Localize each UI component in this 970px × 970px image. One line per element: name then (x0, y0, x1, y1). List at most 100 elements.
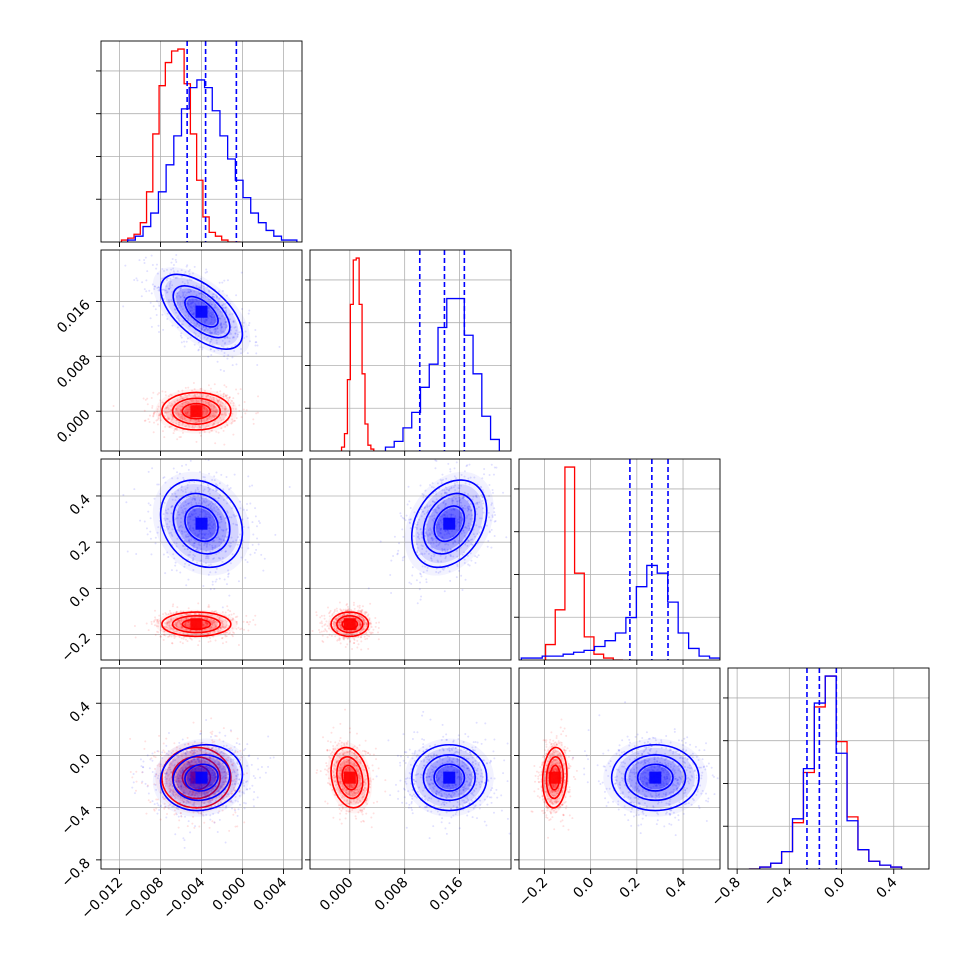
blue-sample-point (236, 335, 239, 338)
blue-sample-point (462, 529, 465, 532)
red-sample-point (209, 628, 212, 631)
red-sample-point (163, 408, 166, 411)
blue-sample-point (169, 282, 172, 285)
blue-sample-point (198, 292, 201, 295)
blue-sample-point (168, 287, 171, 290)
blue-sample-point (149, 504, 152, 507)
blue-sample-point (191, 301, 194, 304)
blue-sample-point (488, 495, 491, 498)
blue-sample-point (177, 315, 180, 318)
blue-sample-point (209, 527, 212, 530)
red-sample-point (180, 410, 183, 413)
blue-sample-point (443, 548, 446, 551)
red-sample-point (158, 614, 161, 617)
red-sample-point (320, 622, 323, 625)
blue-sample-point (179, 303, 182, 306)
red-sample-point (363, 621, 366, 624)
red-sample-point (208, 415, 211, 418)
blue-sample-point (488, 516, 491, 519)
blue-sample-point (215, 488, 218, 491)
blue-sample-point (450, 513, 453, 516)
blue-sample-point (193, 510, 196, 513)
red-sample-point (184, 412, 187, 415)
blue-sample-point (201, 550, 204, 553)
red-sample-point (193, 612, 196, 615)
blue-sample-point (453, 467, 456, 470)
blue-sample-point (199, 559, 202, 562)
blue-sample-point (228, 594, 231, 597)
red-sample-point (167, 418, 170, 421)
blue-sample-point (234, 344, 237, 347)
red-sample-point (209, 628, 212, 631)
red-sample-point (170, 635, 173, 638)
blue-sample-point (454, 524, 457, 527)
blue-sample-point (188, 553, 191, 556)
blue-sample-point (170, 512, 173, 515)
blue-sample-point (463, 558, 466, 561)
red-sample-point (186, 633, 189, 636)
red-sample-point (163, 415, 166, 418)
red-sample-point (211, 423, 214, 426)
red-sample-point (218, 403, 221, 406)
blue-sample-point (493, 520, 496, 523)
red-sample-point (370, 626, 373, 629)
blue-sample-point (209, 524, 212, 527)
blue-histogram-0 (127, 79, 298, 242)
red-sample-point (169, 626, 172, 629)
red-sample-point (358, 623, 361, 626)
blue-sample-point (389, 573, 392, 576)
blue-sample-point (187, 553, 190, 556)
blue-sample-point (164, 509, 167, 512)
red-sample-point (203, 406, 206, 409)
blue-sample-point (209, 322, 212, 325)
blue-sample-point (187, 495, 190, 498)
blue-sample-point (169, 277, 172, 280)
red-sample-point (254, 614, 257, 617)
red-sample-point (217, 628, 220, 631)
blue-sample-point (152, 305, 155, 308)
red-sample-point (216, 620, 219, 623)
blue-sample-point (422, 571, 425, 574)
blue-sample-point (476, 501, 479, 504)
blue-sample-point (221, 304, 224, 307)
blue-sample-point (197, 302, 200, 305)
blue-sample-point (171, 324, 174, 327)
blue-sample-point (153, 285, 156, 288)
red-sample-point (178, 421, 181, 424)
red-sample-point (222, 626, 225, 629)
red-sample-point (169, 618, 172, 621)
blue-sample-point (221, 326, 224, 329)
blue-sample-point (225, 323, 228, 326)
blue-sample-point (207, 555, 210, 558)
blue-sample-point (481, 496, 484, 499)
blue-sample-point (164, 481, 167, 484)
blue-sample-point (162, 476, 165, 479)
blue-sample-point (210, 533, 213, 536)
blue-sample-point (192, 557, 195, 560)
blue-sample-point (192, 546, 195, 549)
red-sample-point (205, 622, 208, 625)
blue-sample-point (188, 515, 191, 518)
red-sample-point (332, 622, 335, 625)
red-sample-point (333, 624, 336, 627)
red-sample-point (188, 625, 191, 628)
red-sample-point (194, 419, 197, 422)
blue-sample-point (201, 328, 204, 331)
red-sample-point (207, 402, 210, 405)
red-sample-point (157, 417, 160, 420)
red-sample-point (198, 420, 201, 423)
blue-sample-point (254, 515, 257, 518)
blue-sample-point (428, 532, 431, 535)
red-sample-point (228, 396, 231, 399)
blue-sample-point (159, 492, 162, 495)
blue-sample-point (413, 511, 416, 514)
red-sample-point (192, 381, 195, 384)
blue-sample-point (190, 309, 193, 312)
red-sample-point (181, 414, 184, 417)
red-sample-point (196, 420, 199, 423)
blue-sample-point (254, 329, 257, 332)
blue-sample-point (222, 499, 225, 502)
red-sample-point (226, 394, 229, 397)
red-sample-point (183, 417, 186, 420)
blue-sample-point (168, 285, 171, 288)
